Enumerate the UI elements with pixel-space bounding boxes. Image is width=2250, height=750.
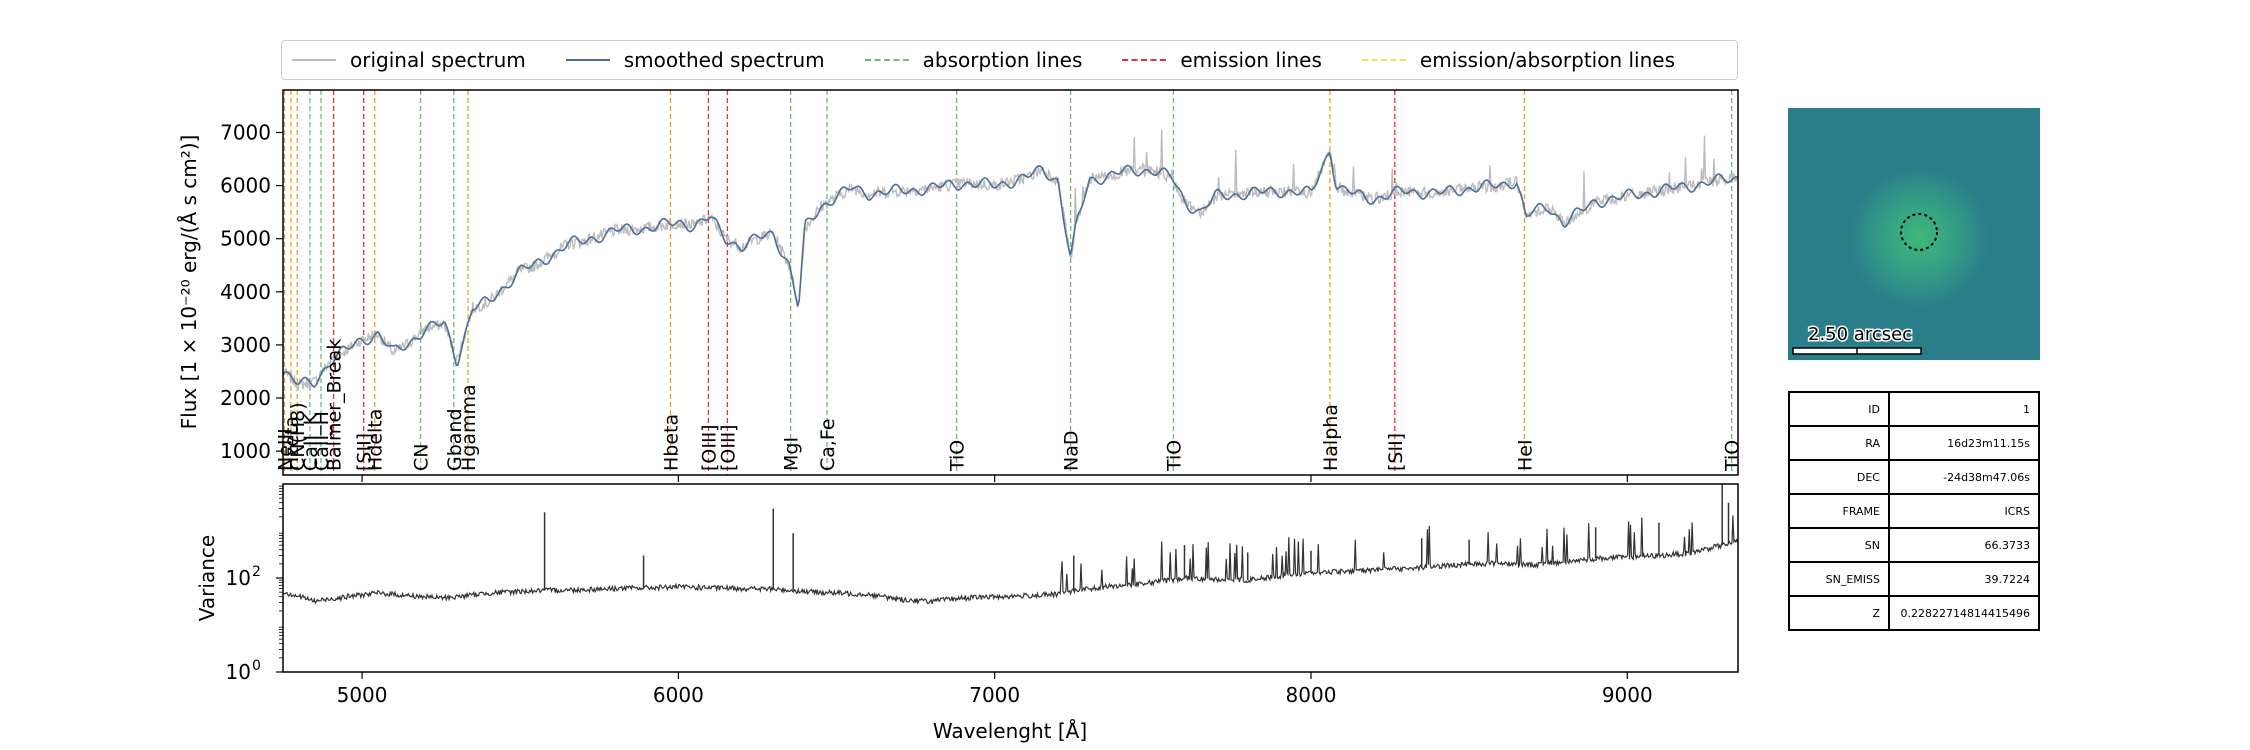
legend-swatch-original — [292, 59, 336, 61]
line-label: TiO — [1163, 440, 1185, 472]
info-row: ID 1 — [1788, 391, 2040, 427]
flux-y-tick-label: 3000 — [220, 333, 271, 357]
info-row: DEC -24d38m47.06s — [1788, 459, 2040, 495]
legend-label: original spectrum — [350, 48, 526, 72]
line-label: [SII] — [1385, 433, 1407, 471]
variance-series — [282, 484, 1739, 606]
flux-y-tick-label: 1000 — [220, 439, 271, 463]
line-label: TiO — [1722, 440, 1744, 472]
legend-item-smoothed: smoothed spectrum — [565, 48, 825, 72]
legend-swatch-smoothed — [565, 59, 610, 61]
flux-y-tick-label: 5000 — [220, 227, 271, 251]
scale-label: 2.50 arcsec — [1808, 324, 1912, 345]
original-spectrum-line — [282, 129, 1738, 391]
wavelength-x-tick-label: 9000 — [1602, 683, 1653, 707]
flux-y-tick-label: 2000 — [220, 386, 271, 410]
variance-line — [282, 515, 1739, 606]
line-label: Hbeta — [660, 414, 682, 471]
legend-item-original: original spectrum — [292, 48, 526, 72]
info-key: SN — [1788, 527, 1890, 563]
line-label: MgI — [781, 437, 803, 471]
wavelength-x-axis: 5000 6000 7000 8000 9000 — [337, 475, 1653, 707]
legend-swatch-emission — [1122, 59, 1167, 61]
wavelength-x-tick-label: 5000 — [337, 683, 388, 707]
line-label: [SII] — [354, 433, 376, 471]
info-row: Z 0.22822714814415496 — [1788, 595, 2040, 631]
line-label: Halpha — [1320, 404, 1342, 471]
legend-label: absorption lines — [922, 48, 1083, 72]
info-value: 0.22822714814415496 — [1888, 595, 2040, 631]
spectral-line-markers — [283, 90, 1733, 475]
legend-label: smoothed spectrum — [623, 48, 825, 72]
flux-y-tick-label: 4000 — [220, 280, 271, 304]
flux-y-axis: 1000 2000 3000 4000 5000 6000 7000 — [220, 120, 283, 463]
smoothed-spectrum-series — [282, 151, 1739, 389]
info-value: 16d23m11.15s — [1888, 425, 2040, 461]
info-value: 1 — [1888, 391, 2040, 427]
info-key: FRAME — [1788, 493, 1890, 529]
aperture-circle — [1900, 213, 1938, 251]
chart-legend: original spectrum smoothed spectrum abso… — [281, 40, 1738, 80]
legend-item-emission: emission lines — [1122, 48, 1322, 72]
line-label: CaII_K — [300, 412, 322, 471]
variance-axis-label: Variance — [195, 535, 219, 621]
original-spectrum-series — [282, 129, 1738, 391]
line-label: CN — [411, 444, 433, 471]
line-label: CaII_H — [311, 411, 333, 471]
line-label: Hzeta — [281, 416, 303, 471]
info-value: 66.3733 — [1888, 527, 2040, 563]
info-value: 39.7224 — [1888, 561, 2040, 597]
source-info-table: ID 1 RA 16d23m11.15s DEC -24d38m47.06s FRAME IC… — [1788, 391, 2040, 631]
smoothed-spectrum-line — [282, 151, 1739, 389]
info-key: RA — [1788, 425, 1890, 461]
line-label: Hdelta — [365, 409, 387, 471]
source-cutout-image: 2.50 arcsec — [1788, 108, 2040, 360]
flux-y-tick-label: 7000 — [220, 120, 271, 144]
info-key: ID — [1788, 391, 1890, 427]
source-blob — [1849, 168, 1989, 308]
line-label: HeI — [1514, 439, 1536, 471]
wavelength-axis-label: Wavelenght [Å] — [933, 719, 1087, 743]
wavelength-x-tick-label: 7000 — [969, 683, 1020, 707]
flux-plot-frame — [282, 89, 1739, 476]
flux-y-tick-label: 6000 — [220, 174, 271, 198]
variance-y-tick-exponent: 0 — [252, 658, 261, 674]
legend-swatch-absorption — [864, 59, 909, 61]
spectral-line-labels: NeIIIHzetaCN(H8)CaII_KCaII_HBalmer_Break… — [275, 339, 1744, 472]
flux-axis-label: Flux [1 × 10⁻²⁰ erg/(Å s cm²)] — [177, 135, 201, 430]
wavelength-x-tick-label: 8000 — [1286, 683, 1337, 707]
legend-item-absorption: absorption lines — [864, 48, 1083, 72]
line-label: Balmer_Break — [324, 339, 346, 471]
info-value: -24d38m47.06s — [1888, 459, 2040, 495]
line-label: CN(H8) — [287, 402, 309, 471]
line-label: NaD — [1061, 431, 1083, 472]
wavelength-x-tick-label: 6000 — [653, 683, 704, 707]
info-value: ICRS — [1888, 493, 2040, 529]
line-label: NeIII — [275, 428, 297, 471]
variance-plot-frame — [282, 483, 1739, 673]
line-label: [OIII] — [717, 424, 739, 471]
line-label: Hgamma — [458, 384, 480, 471]
line-label: Ca,Fe — [817, 418, 839, 471]
variance-y-tick-label: 10 — [226, 660, 251, 684]
info-key: Z — [1788, 595, 1890, 631]
info-row: SN_EMISS 39.7224 — [1788, 561, 2040, 597]
info-key: SN_EMISS — [1788, 561, 1890, 597]
info-row: RA 16d23m11.15s — [1788, 425, 2040, 461]
legend-item-emission-absorption: emission/absorption lines — [1361, 48, 1676, 72]
info-row: SN 66.3733 — [1788, 527, 2040, 563]
info-row: FRAME ICRS — [1788, 493, 2040, 529]
line-label: Gband — [444, 408, 466, 471]
variance-y-tick-label: 10 — [226, 566, 251, 590]
line-label: [OIII] — [698, 424, 720, 471]
info-key: DEC — [1788, 459, 1890, 495]
legend-swatch-emission-absorption — [1361, 59, 1406, 61]
legend-label: emission lines — [1180, 48, 1322, 72]
line-label: TiO — [947, 440, 969, 472]
variance-y-tick-exponent: 2 — [252, 564, 261, 580]
legend-label: emission/absorption lines — [1419, 48, 1676, 72]
